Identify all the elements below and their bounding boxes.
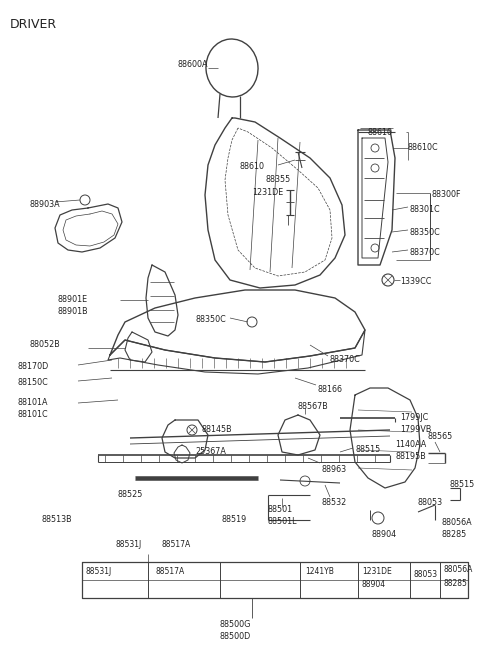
Text: 88525: 88525 [118,490,144,499]
Text: 88053: 88053 [418,498,443,507]
Text: 1241YB: 1241YB [305,567,334,576]
Text: 88166: 88166 [318,385,343,394]
Text: 88052B: 88052B [30,340,61,349]
Text: 88101A: 88101A [18,398,48,407]
Text: 88610: 88610 [368,128,393,137]
Text: 88285: 88285 [442,530,467,539]
Text: 88901E: 88901E [58,295,88,304]
Text: 88515: 88515 [450,480,475,489]
Text: 88565: 88565 [428,432,453,441]
Text: 1231DE: 1231DE [252,188,283,197]
Text: 88056A: 88056A [444,565,473,574]
Text: 88500D: 88500D [220,632,251,641]
Text: 88903A: 88903A [30,200,60,209]
Text: 88904: 88904 [362,580,386,589]
Text: 1140AA: 1140AA [395,440,426,449]
Text: 25367A: 25367A [195,447,226,456]
Text: 88600A: 88600A [178,60,208,69]
Text: 1799VB: 1799VB [400,425,432,434]
Text: 88301C: 88301C [410,205,441,214]
Text: 88567B: 88567B [298,402,329,411]
Text: 88513B: 88513B [42,515,72,524]
Text: 1799JC: 1799JC [400,413,428,422]
Text: 88515: 88515 [355,445,380,454]
Text: 88501L: 88501L [268,517,298,526]
Text: 88501: 88501 [268,505,293,514]
Text: 88170D: 88170D [18,362,49,371]
Text: DRIVER: DRIVER [10,18,57,31]
Text: 88904: 88904 [372,530,397,539]
Text: 88056A: 88056A [442,518,473,527]
Text: 88350C: 88350C [195,315,226,324]
Text: 88610C: 88610C [408,143,439,152]
Text: 88532: 88532 [322,498,347,507]
Text: 88355: 88355 [265,175,290,184]
Text: 88370C: 88370C [410,248,441,257]
Text: 88963: 88963 [322,465,347,474]
Text: 88610: 88610 [240,162,265,171]
Text: 88195B: 88195B [395,452,426,461]
Text: 88531J: 88531J [115,540,141,549]
Text: 88519: 88519 [222,515,247,524]
Text: 88285: 88285 [444,579,468,588]
Text: 88531J: 88531J [85,567,111,576]
Text: 88053: 88053 [413,570,437,579]
Text: 88901B: 88901B [58,307,89,316]
Text: 88517A: 88517A [162,540,191,549]
Text: 88300F: 88300F [432,190,461,199]
Text: 88350C: 88350C [410,228,441,237]
Text: 88150C: 88150C [18,378,49,387]
Text: 88500G: 88500G [220,620,252,629]
Text: 1339CC: 1339CC [400,277,432,286]
Text: 1231DE: 1231DE [362,567,392,576]
Text: 88101C: 88101C [18,410,48,419]
Text: 88145B: 88145B [202,425,233,434]
Text: 88370C: 88370C [330,355,361,364]
Text: 88517A: 88517A [155,567,184,576]
